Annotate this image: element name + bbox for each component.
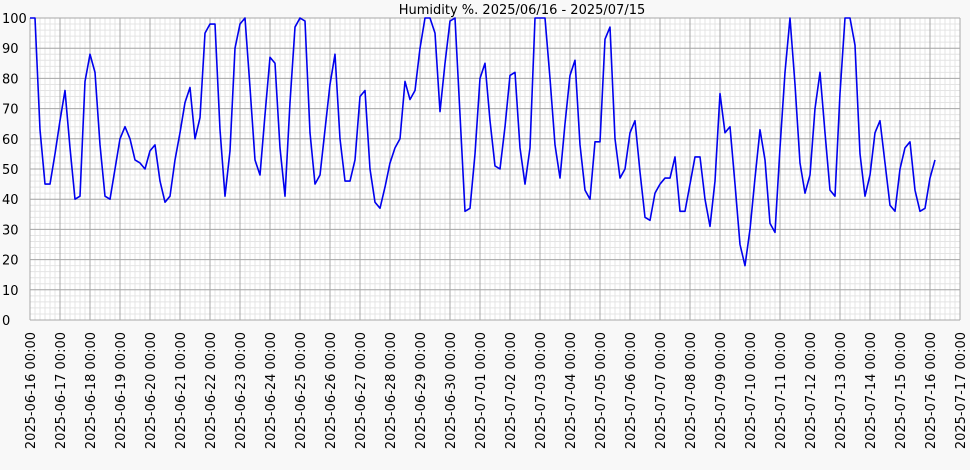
x-tick-label: 2025-07-09 00:00 — [714, 332, 729, 449]
x-tick-label: 2025-06-16 00:00 — [24, 332, 39, 449]
x-tick-label: 2025-07-11 00:00 — [774, 332, 789, 449]
x-tick-label: 2025-06-22 00:00 — [204, 332, 219, 449]
y-tick-label: 100 — [2, 12, 27, 27]
x-tick-label: 2025-06-25 00:00 — [294, 332, 309, 449]
x-tick-label: 2025-07-02 00:00 — [504, 332, 519, 449]
x-tick-label: 2025-07-06 00:00 — [624, 332, 639, 449]
x-tick-label: 2025-07-16 00:00 — [924, 332, 939, 449]
x-tick-label: 2025-06-24 00:00 — [264, 332, 279, 449]
y-tick-label: 40 — [2, 193, 19, 208]
y-tick-label: 80 — [2, 72, 19, 87]
y-tick-label: 10 — [2, 284, 19, 299]
x-tick-label: 2025-06-29 00:00 — [414, 332, 429, 449]
y-tick-label: 90 — [2, 42, 19, 57]
y-tick-label: 70 — [2, 103, 19, 118]
x-tick-label: 2025-07-13 00:00 — [834, 332, 849, 449]
x-tick-label: 2025-06-21 00:00 — [174, 332, 189, 449]
x-tick-label: 2025-07-08 00:00 — [684, 332, 699, 449]
x-tick-label: 2025-07-12 00:00 — [804, 332, 819, 449]
x-tick-label: 2025-06-17 00:00 — [54, 332, 69, 449]
y-tick-label: 30 — [2, 223, 19, 238]
x-tick-label: 2025-06-30 00:00 — [444, 332, 459, 449]
x-tick-label: 2025-07-17 00:00 — [954, 332, 969, 449]
y-tick-label: 50 — [2, 163, 19, 178]
x-tick-label: 2025-06-26 00:00 — [324, 332, 339, 449]
x-tick-label: 2025-07-14 00:00 — [864, 332, 879, 449]
x-tick-label: 2025-06-27 00:00 — [354, 332, 369, 449]
x-tick-label: 2025-07-01 00:00 — [474, 332, 489, 449]
x-tick-label: 2025-06-23 00:00 — [234, 332, 249, 449]
x-tick-label: 2025-07-05 00:00 — [594, 332, 609, 449]
x-tick-label: 2025-07-15 00:00 — [894, 332, 909, 449]
x-tick-label: 2025-06-19 00:00 — [114, 332, 129, 449]
x-tick-label: 2025-07-10 00:00 — [744, 332, 759, 449]
x-tick-label: 2025-07-04 00:00 — [564, 332, 579, 449]
y-tick-label: 20 — [2, 254, 19, 269]
x-tick-label: 2025-07-07 00:00 — [654, 332, 669, 449]
x-tick-label: 2025-06-28 00:00 — [384, 332, 399, 449]
y-tick-label: 60 — [2, 133, 19, 148]
line — [30, 17, 936, 267]
x-tick-label: 2025-07-03 00:00 — [534, 332, 549, 449]
x-tick-label: 2025-06-18 00:00 — [84, 332, 99, 449]
y-tick-label: 0 — [2, 314, 10, 329]
chart-title: Humidity %. 2025/06/16 - 2025/07/15 — [399, 3, 646, 18]
x-tick-label: 2025-06-20 00:00 — [144, 332, 159, 449]
